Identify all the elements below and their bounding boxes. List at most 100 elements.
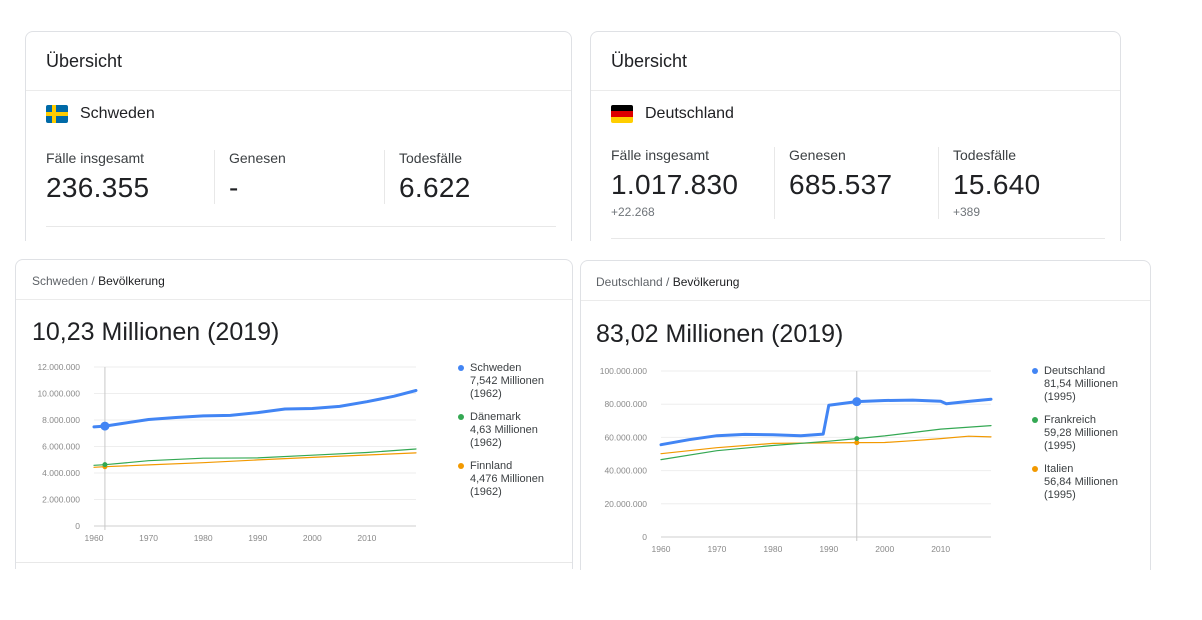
population-card-germany: Deutschland / Bevölkerung 83,02 Millione… <box>580 260 1151 570</box>
country-name: Schweden <box>80 105 155 122</box>
stat-label: Fälle insgesamt <box>611 147 710 163</box>
breadcrumb-country-link[interactable]: Deutschland <box>596 275 663 289</box>
legend-name: Italien <box>1044 463 1074 475</box>
legend-item[interactable]: Schweden 7,542 Millionen (1962) <box>458 362 544 401</box>
divider <box>46 226 556 227</box>
legend-year: (1995) <box>1044 440 1076 452</box>
legend-item[interactable]: Frankreich 59,28 Millionen (1995) <box>1032 414 1118 453</box>
legend-dot <box>1032 466 1038 472</box>
y-tick-label: 4.000.000 <box>42 468 80 478</box>
highlight-point-dänemark <box>102 462 108 468</box>
x-tick-label: 1960 <box>85 533 104 543</box>
country-row: Deutschland <box>611 105 1120 123</box>
x-tick-label: 1990 <box>248 533 267 543</box>
breadcrumb-separator: / <box>662 275 673 289</box>
stat-delta: +389 <box>953 205 981 219</box>
series-line-schweden <box>92 389 418 429</box>
germany-flag-icon <box>611 105 633 123</box>
y-tick-label: 100.000.000 <box>600 366 648 376</box>
breadcrumb-separator: / <box>88 274 99 288</box>
series-line-finnland <box>93 452 417 468</box>
legend-value: 81,54 Millionen <box>1044 378 1118 390</box>
legend-dot <box>458 414 464 420</box>
legend-name: Finnland <box>470 460 513 472</box>
legend-value: 4,63 Millionen <box>470 424 538 436</box>
legend-value: 4,476 Millionen <box>470 473 544 485</box>
legend-value: 56,84 Millionen <box>1044 476 1118 488</box>
highlight-point-schweden <box>100 421 110 431</box>
breadcrumb-topic-link[interactable]: Bevölkerung <box>672 275 740 289</box>
x-tick-label: 2000 <box>875 544 894 554</box>
legend-year: (1995) <box>1044 489 1076 501</box>
legend-dot <box>1032 368 1038 374</box>
y-tick-label: 20.000.000 <box>604 499 647 509</box>
y-tick-label: 0 <box>75 521 80 531</box>
stat-total-cases: Fälle insgesamt 1.017.830 +22.268 <box>611 147 774 219</box>
legend-name: Schweden <box>470 362 522 374</box>
x-tick-label: 1980 <box>763 544 782 554</box>
divider <box>16 562 572 563</box>
population-card-sweden: Schweden / Bevölkerung 10,23 Millionen (… <box>15 259 573 569</box>
overview-title: Übersicht <box>591 32 1120 91</box>
stat-label: Genesen <box>229 150 286 166</box>
stat-recovered: Genesen 685.537 <box>774 147 938 219</box>
legend-name: Dänemark <box>470 411 521 423</box>
y-tick-label: 2.000.000 <box>42 495 80 505</box>
stat-total-cases: Fälle insgesamt 236.355 <box>46 150 214 204</box>
stats-row: Fälle insgesamt 1.017.830 +22.268 Genese… <box>611 147 1106 219</box>
stat-deaths: Todesfälle 15.640 +389 <box>938 147 1106 219</box>
breadcrumb-country-link[interactable]: Schweden <box>32 274 89 288</box>
overview-card-sweden: Übersicht Schweden Fälle insgesamt 236.3… <box>25 31 572 241</box>
legend-item[interactable]: Finnland 4,476 Millionen (1962) <box>458 460 544 499</box>
legend-value: 7,542 Millionen <box>470 375 544 387</box>
breadcrumb: Deutschland / Bevölkerung <box>596 275 739 289</box>
stat-value: - <box>229 172 239 203</box>
chart-legend: Schweden 7,542 Millionen (1962) Dänemark… <box>458 362 544 509</box>
legend-item[interactable]: Dänemark 4,63 Millionen (1962) <box>458 411 544 450</box>
country-name: Deutschland <box>645 105 734 122</box>
stat-recovered: Genesen - <box>214 150 384 204</box>
stat-delta: +22.268 <box>611 205 655 219</box>
stat-label: Todesfälle <box>399 150 463 166</box>
legend-dot <box>458 365 464 371</box>
x-tick-label: 2000 <box>303 533 322 543</box>
chart-legend: Deutschland 81,54 Millionen (1995) Frank… <box>1032 365 1118 512</box>
legend-year: (1962) <box>470 437 502 449</box>
series-line-dänemark <box>93 448 417 466</box>
series-line-deutschland <box>659 397 993 447</box>
population-chart-germany[interactable]: 0 20.000.000 40.000.000 60.000.000 80.000.00… <box>581 361 1011 561</box>
y-tick-label: 10.000.000 <box>37 389 80 399</box>
legend-item[interactable]: Deutschland 81,54 Millionen (1995) <box>1032 365 1118 404</box>
legend-item[interactable]: Italien 56,84 Millionen (1995) <box>1032 463 1118 502</box>
y-tick-label: 80.000.000 <box>604 399 647 409</box>
x-tick-label: 1970 <box>707 544 726 554</box>
stat-deaths: Todesfälle 6.622 <box>384 150 554 204</box>
y-tick-label: 12.000.000 <box>37 362 80 372</box>
legend-value: 59,28 Millionen <box>1044 427 1118 439</box>
highlight-point-italien <box>854 440 860 446</box>
overview-title: Übersicht <box>26 32 571 91</box>
y-tick-label: 40.000.000 <box>604 466 647 476</box>
x-tick-label: 1970 <box>139 533 158 543</box>
legend-name: Deutschland <box>1044 365 1106 377</box>
stat-label: Fälle insgesamt <box>46 150 145 166</box>
highlight-point-deutschland <box>852 397 862 407</box>
legend-year: (1995) <box>1044 391 1076 403</box>
x-tick-label: 1980 <box>194 533 213 543</box>
population-headline: 83,02 Millionen (2019) <box>596 320 844 348</box>
population-chart-sweden[interactable]: 0 2.000.000 4.000.000 6.000.000 8.000.000 10.… <box>16 360 446 560</box>
population-headline: 10,23 Millionen (2019) <box>32 318 280 346</box>
x-tick-label: 1990 <box>819 544 838 554</box>
sweden-flag-icon <box>46 105 68 123</box>
series-line-frankreich <box>660 425 992 461</box>
x-tick-label: 2010 <box>931 544 950 554</box>
stat-label: Todesfälle <box>953 147 1017 163</box>
divider <box>611 238 1105 239</box>
highlight-point-frankreich <box>854 436 860 442</box>
y-tick-label: 6.000.000 <box>42 442 80 452</box>
breadcrumb-topic-link[interactable]: Bevölkerung <box>98 274 165 288</box>
overview-card-germany: Übersicht Deutschland Fälle insgesamt 1.… <box>590 31 1121 241</box>
y-tick-label: 60.000.000 <box>604 432 647 442</box>
stat-value: 236.355 <box>46 172 150 203</box>
divider <box>581 300 1150 301</box>
